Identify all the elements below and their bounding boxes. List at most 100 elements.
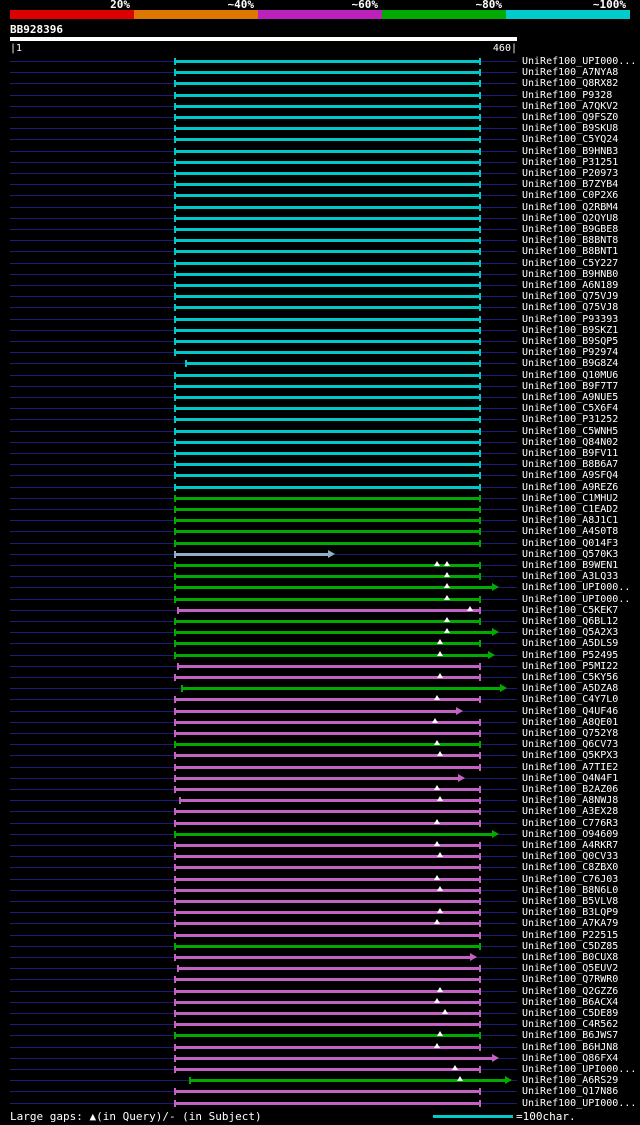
gap-marker-icon [437,885,443,891]
bar-start-tick [174,472,176,480]
hit-row: UniRef100_P92974 [0,347,640,358]
bar-end-tick [479,405,481,413]
bar-end-tick [479,931,481,939]
hit-row: UniRef100_A7NYA8 [0,67,640,78]
bar-start-tick [174,920,176,928]
bar-end-tick [479,1032,481,1040]
alignment-bar [175,1023,480,1027]
bar-end-tick [479,270,481,278]
alignment-bar [175,1090,480,1094]
bar-start-tick [174,1054,176,1062]
bar-start-tick [174,898,176,905]
bar-start-tick [174,618,176,625]
bar-start-tick [174,248,176,256]
bar-start-tick [174,562,176,569]
hit-label: UniRef100_Q2RBM4 [522,201,619,213]
alignment-bar [175,732,480,735]
bar-end-tick [479,662,481,670]
hit-label: UniRef100_B8BNT8 [522,235,619,247]
alignment-bar [175,272,480,276]
identity-key-label: ~80% [475,0,503,11]
bar-end-tick [479,718,481,726]
hit-row: UniRef100_Q10MU6 [0,370,640,381]
bar-start-tick [174,954,176,961]
hit-row: UniRef100_P52495 [0,650,640,661]
hit-label: UniRef100_A8QE01 [522,716,619,728]
bar-start-tick [174,483,176,491]
hit-label: UniRef100_A8J1C1 [522,515,619,527]
bar-start-tick [174,315,176,323]
hit-label: UniRef100_Q84N02 [522,436,619,448]
bar-start-tick [174,349,176,357]
bar-end-tick [479,808,481,816]
hit-label: UniRef100_Q2GZZ6 [522,985,619,997]
bar-end-tick [479,920,481,928]
gap-marker-icon [444,617,450,622]
bar-end-tick [479,517,481,525]
gap-marker-icon [444,628,450,634]
alignment-bar [175,205,480,209]
bar-end-tick [479,416,481,424]
identity-key-label: ~60% [351,0,379,11]
alignment-bar [175,676,480,679]
bar-start-tick [179,797,181,805]
identity-key-label: 20% [110,0,130,11]
hit-row: UniRef100_P5MI22 [0,661,640,672]
hit-label: UniRef100_C5DE89 [522,1008,619,1019]
alignment-bar [180,799,480,803]
bar-start-tick [174,931,176,939]
gap-marker-icon [434,1042,440,1048]
bar-end-tick [479,438,481,446]
bar-end-tick [479,80,481,88]
hit-label: UniRef100_Q10MU6 [522,369,619,381]
bar-start-tick [174,416,176,424]
bar-end-tick [479,69,481,77]
bar-start-tick [174,494,176,502]
hit-row: UniRef100_B8N6L0 [0,885,640,896]
hit-label: UniRef100_A6N189 [522,280,619,291]
gap-marker-icon [434,874,440,880]
alignment-bar [175,743,480,747]
alignment-bar [175,933,480,937]
alignment-bar [175,776,458,780]
hit-row: UniRef100_A8J1C1 [0,515,640,526]
alignment-bar [175,541,480,545]
hit-row: UniRef100_A9NUE5 [0,392,640,403]
hit-label: UniRef100_A9REZ6 [522,481,619,493]
alignment-bar [175,855,480,859]
bar-end-tick [479,427,481,435]
bar-end-tick [479,158,481,166]
bar-start-tick [174,326,176,334]
gap-marker-icon [437,908,443,914]
bar-start-tick [174,450,176,457]
alignment-bar [175,1045,480,1049]
alignment-bar [175,93,480,97]
hit-label: UniRef100_Q0CV33 [522,851,619,863]
hit-row: UniRef100_A9REZ6 [0,482,640,493]
bar-end-tick [479,248,481,256]
hit-label: UniRef100_Q014F3 [522,537,619,549]
bar-end-tick [479,338,481,345]
bar-end-tick [479,394,481,401]
gap-marker-icon [437,650,443,656]
hit-label: UniRef100_O94609 [522,828,619,840]
hit-row: UniRef100_B9G8Z4 [0,358,640,369]
hit-row: UniRef100_A4S0T8 [0,526,640,537]
bar-end-tick [479,528,481,536]
hit-row: UniRef100_Q752Y8 [0,728,640,739]
hit-label: UniRef100_B9FV11 [522,448,619,459]
bar-start-tick [174,259,176,267]
identity-key-label: ~40% [227,0,255,11]
bar-start-tick [174,595,176,603]
alignment-bar [175,922,480,926]
bar-start-tick [174,752,176,760]
bar-end-tick [479,1066,481,1073]
bar-end-tick [479,909,481,917]
bar-start-tick [174,875,176,883]
hit-row: UniRef100_C5X6F4 [0,403,640,414]
hit-row: UniRef100_A5DLS9 [0,638,640,649]
alignment-bar [175,485,480,489]
alignment-bar [175,844,480,847]
bar-end-tick [479,539,481,547]
bar-start-tick [177,662,179,670]
